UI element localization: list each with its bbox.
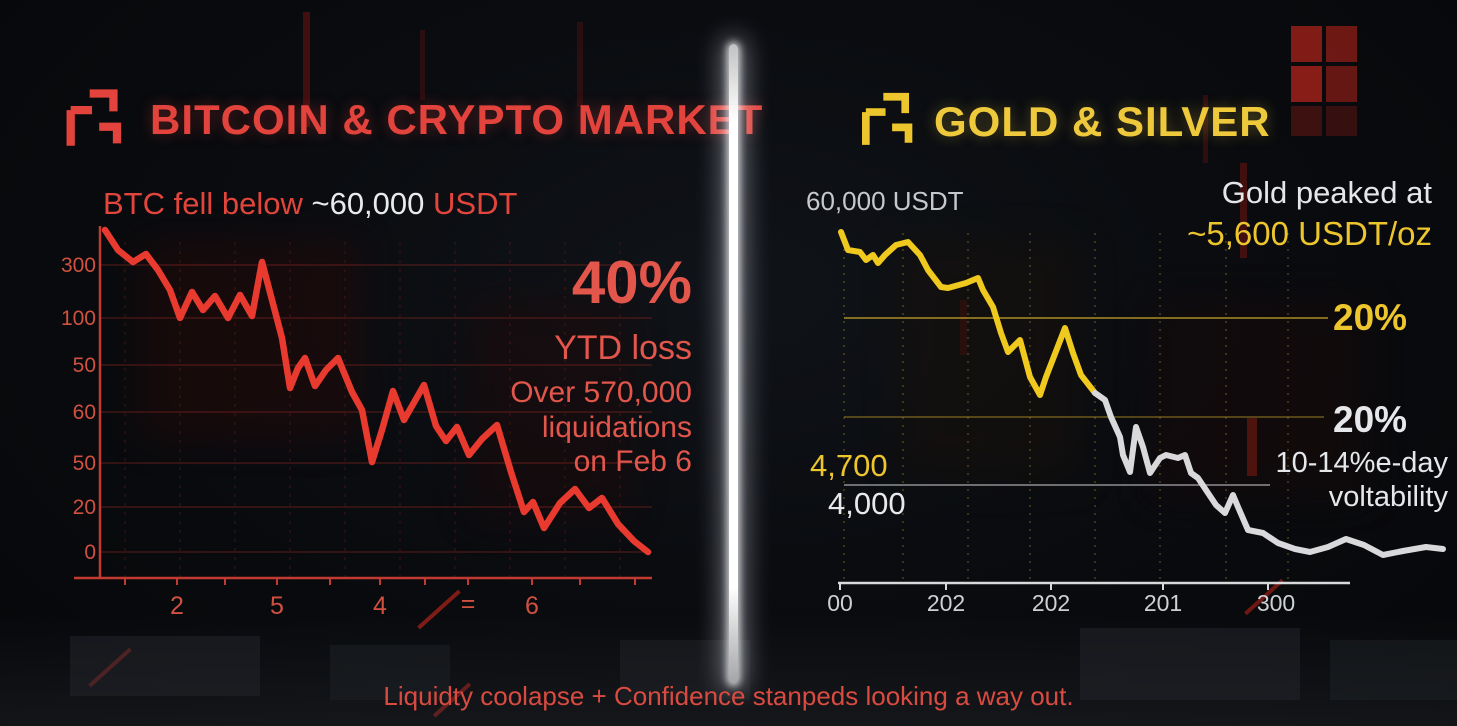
svg-text:20: 20 bbox=[73, 496, 96, 519]
gold-peak-line2: ~5,600 USDT/oz bbox=[1187, 214, 1432, 252]
background-red-streak bbox=[577, 22, 583, 107]
silver-20pct-label: 20% bbox=[1333, 399, 1408, 440]
gold-level-label: 4,700 bbox=[810, 448, 888, 483]
svg-text:5: 5 bbox=[270, 592, 284, 620]
background-red-block bbox=[1291, 106, 1322, 136]
gold-peak-line1: Gold peaked at bbox=[1221, 175, 1432, 210]
btc-subtitle-suffix: USDT bbox=[424, 186, 518, 221]
divider-glow-bar bbox=[729, 44, 738, 684]
svg-text:50: 50 bbox=[73, 354, 96, 377]
background-red-block bbox=[1326, 106, 1357, 136]
gold-silver-section-title: GOLD & SILVER bbox=[934, 98, 1271, 145]
liquidations-date: on Feb 6 bbox=[573, 445, 692, 479]
bitcoin-section-title: BITCOIN & CRYPTO MARKET bbox=[150, 96, 764, 143]
volatility-line1: 10-14%e-day bbox=[1275, 447, 1449, 479]
btc-chart: 300 100 50 60 50 20 0 2 5 4 = 6 bbox=[61, 226, 652, 620]
background-red-block bbox=[1291, 66, 1322, 102]
falling-steps-icon bbox=[66, 89, 122, 146]
background-red-block bbox=[1326, 66, 1357, 102]
svg-text:100: 100 bbox=[61, 307, 96, 330]
background-red-block bbox=[1291, 26, 1322, 62]
btc-subtitle-value: ~60,000 bbox=[311, 186, 425, 221]
background-red-block bbox=[1326, 26, 1357, 62]
svg-text:201: 201 bbox=[1144, 590, 1182, 616]
ytd-loss-label: YTD loss bbox=[554, 329, 692, 367]
btc-subtitle: BTC fell below ~60,000 USDT bbox=[103, 186, 517, 222]
svg-text:300: 300 bbox=[61, 254, 96, 277]
silver-level-label: 4,000 bbox=[828, 486, 906, 521]
svg-text:0: 0 bbox=[84, 541, 96, 564]
ytd-loss-percent: 40% bbox=[571, 249, 692, 316]
btc-subtitle-prefix: BTC fell below bbox=[103, 186, 312, 221]
svg-text:300: 300 bbox=[1257, 590, 1295, 616]
footer-caption: Liquidty coolapse + Confidence stanpeds … bbox=[383, 681, 1074, 711]
btc-stat-block: 40% YTD loss Over 570,000 liquidations o… bbox=[368, 248, 692, 480]
svg-text:6: 6 bbox=[525, 592, 539, 620]
svg-text:50: 50 bbox=[73, 452, 96, 475]
volatility-annotation: 10-14%e-day voltability bbox=[1190, 446, 1449, 514]
gold-silver-chart: 00 202 202 201 300 bbox=[827, 229, 1446, 616]
background-red-streak bbox=[420, 30, 425, 100]
svg-text:00: 00 bbox=[827, 590, 853, 616]
liquidations-label: Over 570,000 liquidations bbox=[510, 376, 692, 444]
gold-20pct-label: 20% bbox=[1333, 297, 1408, 338]
svg-text:=: = bbox=[461, 590, 476, 618]
gold-peak-annotation: Gold peaked at ~5,600 USDT/oz bbox=[1130, 174, 1432, 254]
svg-text:60: 60 bbox=[73, 401, 96, 424]
gold-axis-top-label: 60,000 USDT bbox=[806, 186, 964, 216]
svg-text:202: 202 bbox=[1032, 590, 1070, 616]
svg-text:2: 2 bbox=[170, 592, 184, 620]
falling-steps-icon bbox=[862, 92, 913, 145]
svg-text:202: 202 bbox=[927, 590, 965, 616]
volatility-line2: voltability bbox=[1328, 481, 1448, 514]
svg-text:4: 4 bbox=[373, 592, 387, 620]
